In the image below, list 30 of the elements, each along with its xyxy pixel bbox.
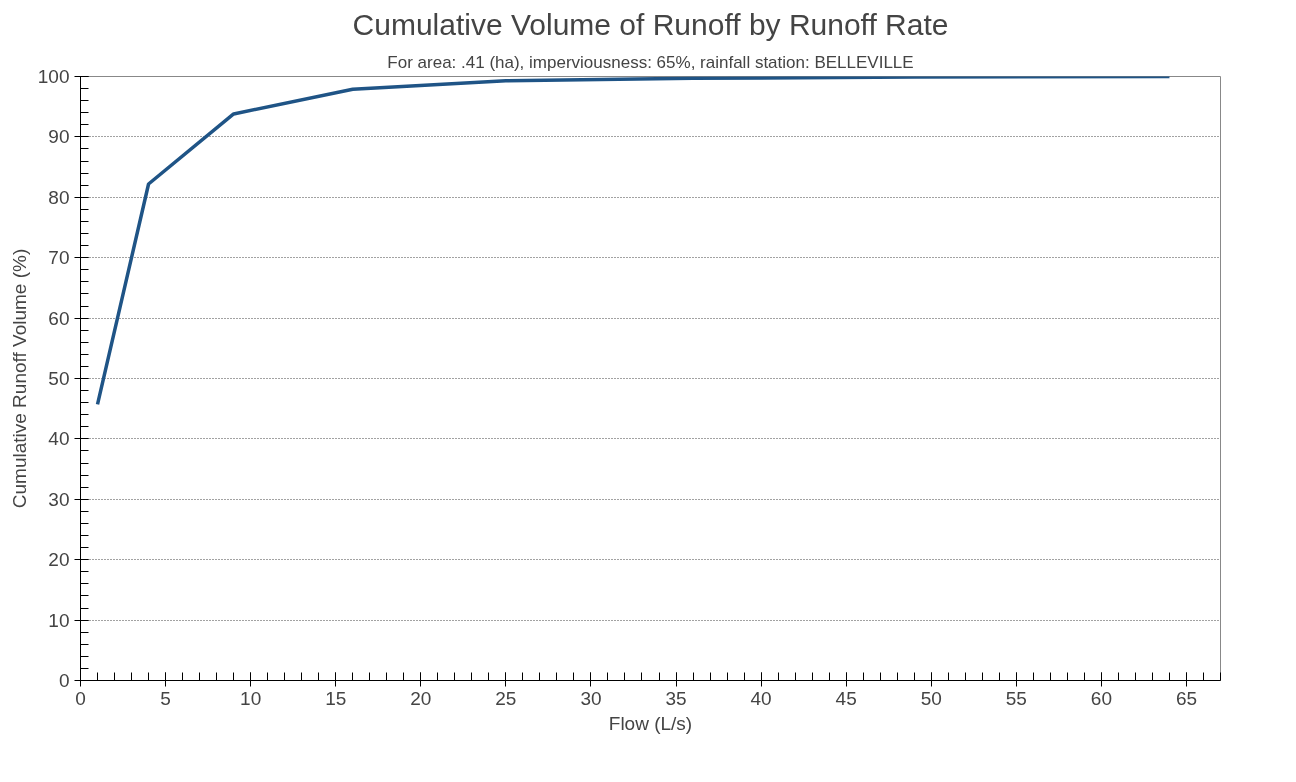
x-tick-label: 65 — [1175, 687, 1198, 709]
x-tick-label: 50 — [920, 687, 942, 709]
x-tick-label: 55 — [1005, 687, 1027, 709]
x-tick-label: 5 — [160, 687, 171, 709]
x-tick-label: 45 — [835, 687, 857, 709]
y-tick-label: 70 — [48, 247, 70, 269]
y-tick-label: 100 — [37, 66, 70, 87]
y-tick-label: 0 — [58, 670, 70, 691]
y-tick-label: 90 — [48, 126, 70, 148]
x-tick-label: 10 — [240, 687, 262, 709]
y-tick-label: 20 — [48, 549, 70, 571]
chart-subtitle: For area: .41 (ha), imperviousness: 65%, rainfall station: BELLEVILLE — [387, 52, 914, 72]
x-tick-label: 25 — [495, 687, 517, 709]
y-tick-label: 10 — [48, 609, 70, 631]
y-tick-label: 80 — [48, 186, 70, 208]
line-series — [95, 76, 1172, 407]
chart-title: Cumulative Volume of Runoff by Runoff Rate — [352, 7, 949, 41]
y-tick-label: 40 — [48, 428, 70, 450]
x-tick-label: 15 — [325, 687, 347, 709]
x-tick-label: 35 — [665, 687, 687, 709]
x-tick-label: 40 — [750, 687, 772, 709]
x-tick-label: 60 — [1090, 687, 1112, 709]
x-tick-label: 20 — [410, 687, 432, 709]
y-axis-title: Cumulative Runoff Volume (%) — [8, 248, 30, 509]
x-axis-title: Flow (L/s) — [608, 712, 693, 734]
x-tick-label: 0 — [75, 687, 86, 709]
x-tick-label: 30 — [580, 687, 602, 709]
y-tick-label: 60 — [48, 307, 70, 329]
y-tick-label: 30 — [48, 488, 70, 510]
y-tick-label: 50 — [48, 368, 70, 389]
